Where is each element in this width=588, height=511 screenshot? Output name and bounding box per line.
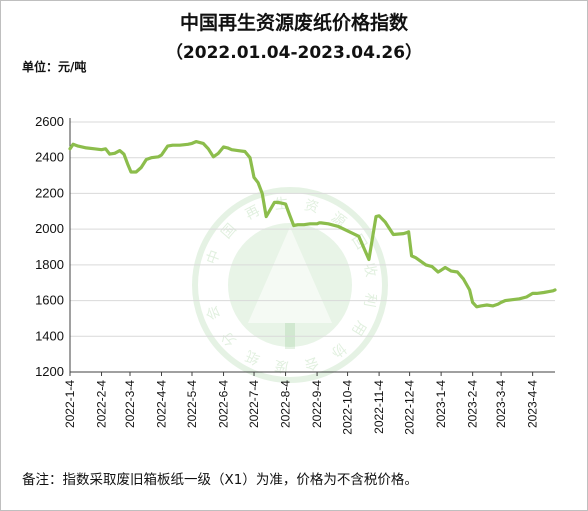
watermark-char: 资 — [303, 197, 321, 216]
y-tick-label: 1600 — [35, 293, 64, 308]
watermark-char: 会 — [303, 354, 321, 373]
y-tick-label: 2400 — [35, 150, 64, 165]
x-tick-label: 2022-4-4 — [155, 380, 169, 428]
watermark-tree-icon — [248, 227, 332, 323]
y-tick-label: 2600 — [35, 114, 64, 129]
y-unit-label: 单位：元/吨 — [22, 60, 87, 74]
y-tick-label: 1200 — [35, 364, 64, 379]
watermark-char: 用 — [348, 318, 369, 338]
y-tick-label: 1800 — [35, 257, 64, 272]
y-tick-labels: 1200 1400 1600 1800 2000 2200 2400 2600 — [35, 114, 64, 379]
x-tick-label: 2022-5-4 — [185, 380, 199, 428]
watermark-char: 会 — [204, 303, 224, 322]
watermark-char: 收 — [360, 262, 378, 279]
x-tick-label: 2022-12-4 — [403, 380, 417, 435]
axes — [69, 118, 555, 376]
series-line — [68, 140, 557, 309]
x-tick-labels: 2022-1-4 2022-2-4 2022-3-4 2022-4-4 2022-5-4… — [63, 380, 540, 435]
watermark-char: 国 — [219, 221, 240, 242]
y-tick-label: 1400 — [35, 328, 64, 343]
x-tick-label: 2022-3-4 — [123, 380, 137, 428]
x-tick-label: 2022-9-4 — [310, 380, 324, 428]
x-tick-label: 2022-11-4 — [372, 380, 386, 434]
watermark-char: 纸 — [243, 347, 263, 368]
watermark-char: 利 — [360, 292, 378, 309]
y-tick-label: 2200 — [35, 185, 64, 200]
x-tick-label: 2023-3-4 — [494, 380, 508, 428]
chart-title: 中国再生资源废纸价格指数 — [179, 12, 408, 34]
watermark-ring — [192, 187, 388, 383]
watermark-char: 协 — [328, 339, 349, 360]
gridlines — [70, 121, 555, 337]
series — [68, 140, 557, 309]
watermark-char: 再 — [243, 203, 263, 224]
watermark-char: 中 — [204, 248, 224, 267]
x-tick-label: 2022-7-4 — [247, 380, 261, 428]
x-tick-label: 2023-4-4 — [526, 380, 540, 428]
x-tick-label: 2023-1-4 — [434, 380, 448, 428]
x-tick-label: 2022-2-4 — [95, 380, 109, 428]
chart-subtitle: （2022.01.04-2023.04.26） — [165, 43, 423, 63]
watermark-char: 废 — [274, 357, 290, 374]
x-tick-label: 2022-8-4 — [279, 380, 293, 428]
x-tick-label: 2022-10-4 — [341, 380, 355, 435]
y-tick-label: 2000 — [35, 221, 64, 236]
x-tick-label: 2022-1-4 — [63, 380, 77, 428]
footer-note: 备注：指数采取废旧箱板纸一级（X1）为准，价格为不含税价格。 — [22, 472, 418, 488]
x-tick-label: 2023-2-4 — [466, 380, 480, 428]
x-tick-label: 2022-6-4 — [217, 380, 231, 428]
watermark-char: 分 — [219, 328, 240, 349]
